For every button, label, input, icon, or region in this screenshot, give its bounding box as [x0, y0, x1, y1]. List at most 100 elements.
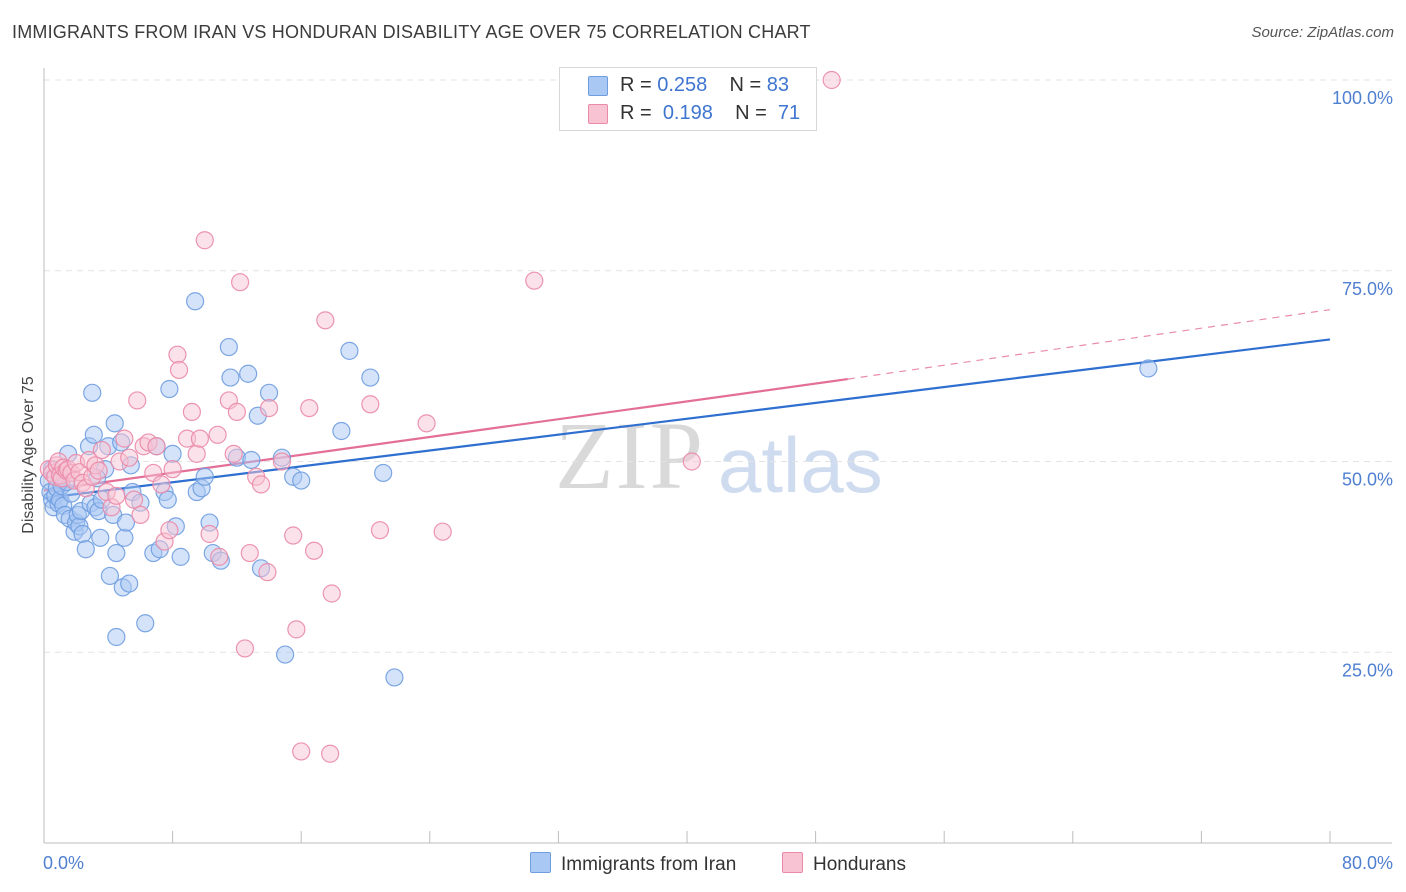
- bottom-legend-label-iran: Immigrants from Iran: [561, 854, 737, 875]
- data-point-iran: [84, 425, 103, 444]
- data-point-hondurans: [292, 742, 311, 761]
- data-point-iran: [292, 471, 311, 490]
- data-point-hondurans: [287, 620, 306, 639]
- legend-r-value: 0.258: [657, 74, 708, 96]
- legend-r-value: 0.198: [662, 102, 713, 124]
- data-point-iran: [91, 528, 110, 547]
- data-point-hondurans: [163, 460, 182, 479]
- data-point-hondurans: [227, 402, 246, 422]
- data-point-hondurans: [231, 273, 250, 292]
- y-tick-label: 100.0%: [1332, 88, 1393, 108]
- data-point-hondurans: [258, 563, 277, 582]
- data-point-hondurans: [240, 543, 259, 563]
- data-point-hondurans: [92, 440, 111, 460]
- bottom-legend-hondurans: Hondurans: [782, 852, 906, 876]
- data-point-hondurans: [147, 437, 166, 456]
- chart-source: Source: ZipAtlas.com: [1251, 24, 1394, 41]
- data-point-hondurans: [316, 311, 335, 330]
- data-point-iran: [259, 383, 279, 402]
- correlation-legend: R = 0.258 N = 83 R = 0.198 N = 71: [559, 67, 817, 131]
- data-point-iran: [1139, 359, 1158, 378]
- data-point-hondurans: [208, 425, 227, 444]
- data-point-hondurans: [210, 547, 229, 566]
- data-point-iran: [163, 444, 182, 463]
- data-point-iran: [120, 574, 139, 593]
- data-point-hondurans: [187, 444, 206, 463]
- data-point-hondurans: [322, 584, 341, 603]
- data-point-hondurans: [89, 461, 108, 480]
- data-point-hondurans: [182, 402, 201, 422]
- data-point-hondurans: [417, 414, 436, 433]
- data-point-hondurans: [361, 395, 380, 414]
- legend-r-label: R =: [620, 74, 652, 96]
- trend-line-hondurans-extrapolated: [847, 309, 1331, 380]
- data-points: [39, 70, 1158, 763]
- legend-swatch-hondurans: [588, 104, 608, 124]
- data-point-hondurans: [169, 360, 189, 380]
- data-point-hondurans: [124, 490, 144, 509]
- data-point-iran: [107, 627, 126, 647]
- data-point-hondurans: [284, 526, 303, 545]
- data-point-hondurans: [822, 70, 841, 90]
- data-point-iran: [158, 490, 177, 509]
- data-point-hondurans: [259, 398, 279, 418]
- data-point-hondurans: [131, 505, 150, 525]
- data-point-hondurans: [120, 448, 139, 467]
- data-point-hondurans: [200, 524, 219, 544]
- tick-labels: 100.0% 75.0% 50.0% 25.0% 0.0% 80.0%: [43, 88, 1393, 873]
- y-axis-label: Disability Age Over 75: [20, 376, 37, 534]
- data-point-iran: [73, 524, 92, 544]
- legend-n-value: 71: [777, 102, 801, 124]
- data-point-hondurans: [300, 398, 319, 418]
- data-point-hondurans: [251, 475, 271, 494]
- axes: [43, 68, 1392, 844]
- data-point-iran: [83, 383, 102, 402]
- data-point-iran: [361, 368, 380, 387]
- y-tick-label: 50.0%: [1342, 470, 1393, 490]
- data-point-iran: [116, 513, 136, 532]
- data-point-iran: [136, 614, 155, 633]
- bottom-legend-label-hondurans: Hondurans: [813, 854, 906, 875]
- legend-n-value: 83: [766, 74, 790, 96]
- data-point-iran: [332, 421, 351, 441]
- data-point-hondurans: [115, 429, 134, 448]
- data-point-hondurans: [235, 639, 255, 658]
- data-point-hondurans: [190, 429, 210, 448]
- bottom-legend-swatch-hondurans: [782, 852, 803, 873]
- data-point-iran: [100, 566, 120, 586]
- data-point-hondurans: [525, 271, 544, 290]
- bottom-legend-iran: Immigrants from Iran: [530, 852, 736, 876]
- data-point-iran: [105, 414, 124, 433]
- data-point-iran: [195, 467, 214, 486]
- data-point-hondurans: [433, 522, 452, 541]
- y-tick-label: 25.0%: [1342, 660, 1393, 680]
- data-point-hondurans: [224, 444, 243, 463]
- data-point-iran: [221, 368, 240, 387]
- data-point-iran: [239, 364, 258, 383]
- data-point-iran: [171, 547, 190, 566]
- watermark-atlas: atlas: [718, 421, 883, 509]
- legend-r-label: R =: [620, 102, 652, 124]
- data-point-hondurans: [168, 345, 187, 364]
- data-point-iran: [385, 668, 404, 687]
- data-point-hondurans: [370, 521, 390, 540]
- chart-title: IMMIGRANTS FROM IRAN VS HONDURAN DISABIL…: [12, 22, 811, 42]
- legend-swatch-iran: [588, 76, 608, 96]
- data-point-iran: [160, 379, 179, 399]
- y-tick-label: 75.0%: [1342, 279, 1393, 299]
- data-point-iran: [186, 292, 205, 311]
- data-point-iran: [276, 645, 295, 664]
- data-point-hondurans: [107, 486, 126, 505]
- data-point-hondurans: [682, 452, 701, 471]
- x-tick-label: 80.0%: [1342, 853, 1393, 873]
- data-point-hondurans: [304, 541, 324, 560]
- data-point-hondurans: [152, 475, 171, 494]
- data-point-hondurans: [321, 744, 340, 763]
- data-point-hondurans: [128, 391, 147, 410]
- data-point-iran: [340, 341, 359, 360]
- legend-n-label: N =: [735, 102, 767, 124]
- legend-n-label: N =: [729, 74, 762, 96]
- data-point-iran: [374, 463, 393, 483]
- x-tick-label: 0.0%: [43, 853, 84, 873]
